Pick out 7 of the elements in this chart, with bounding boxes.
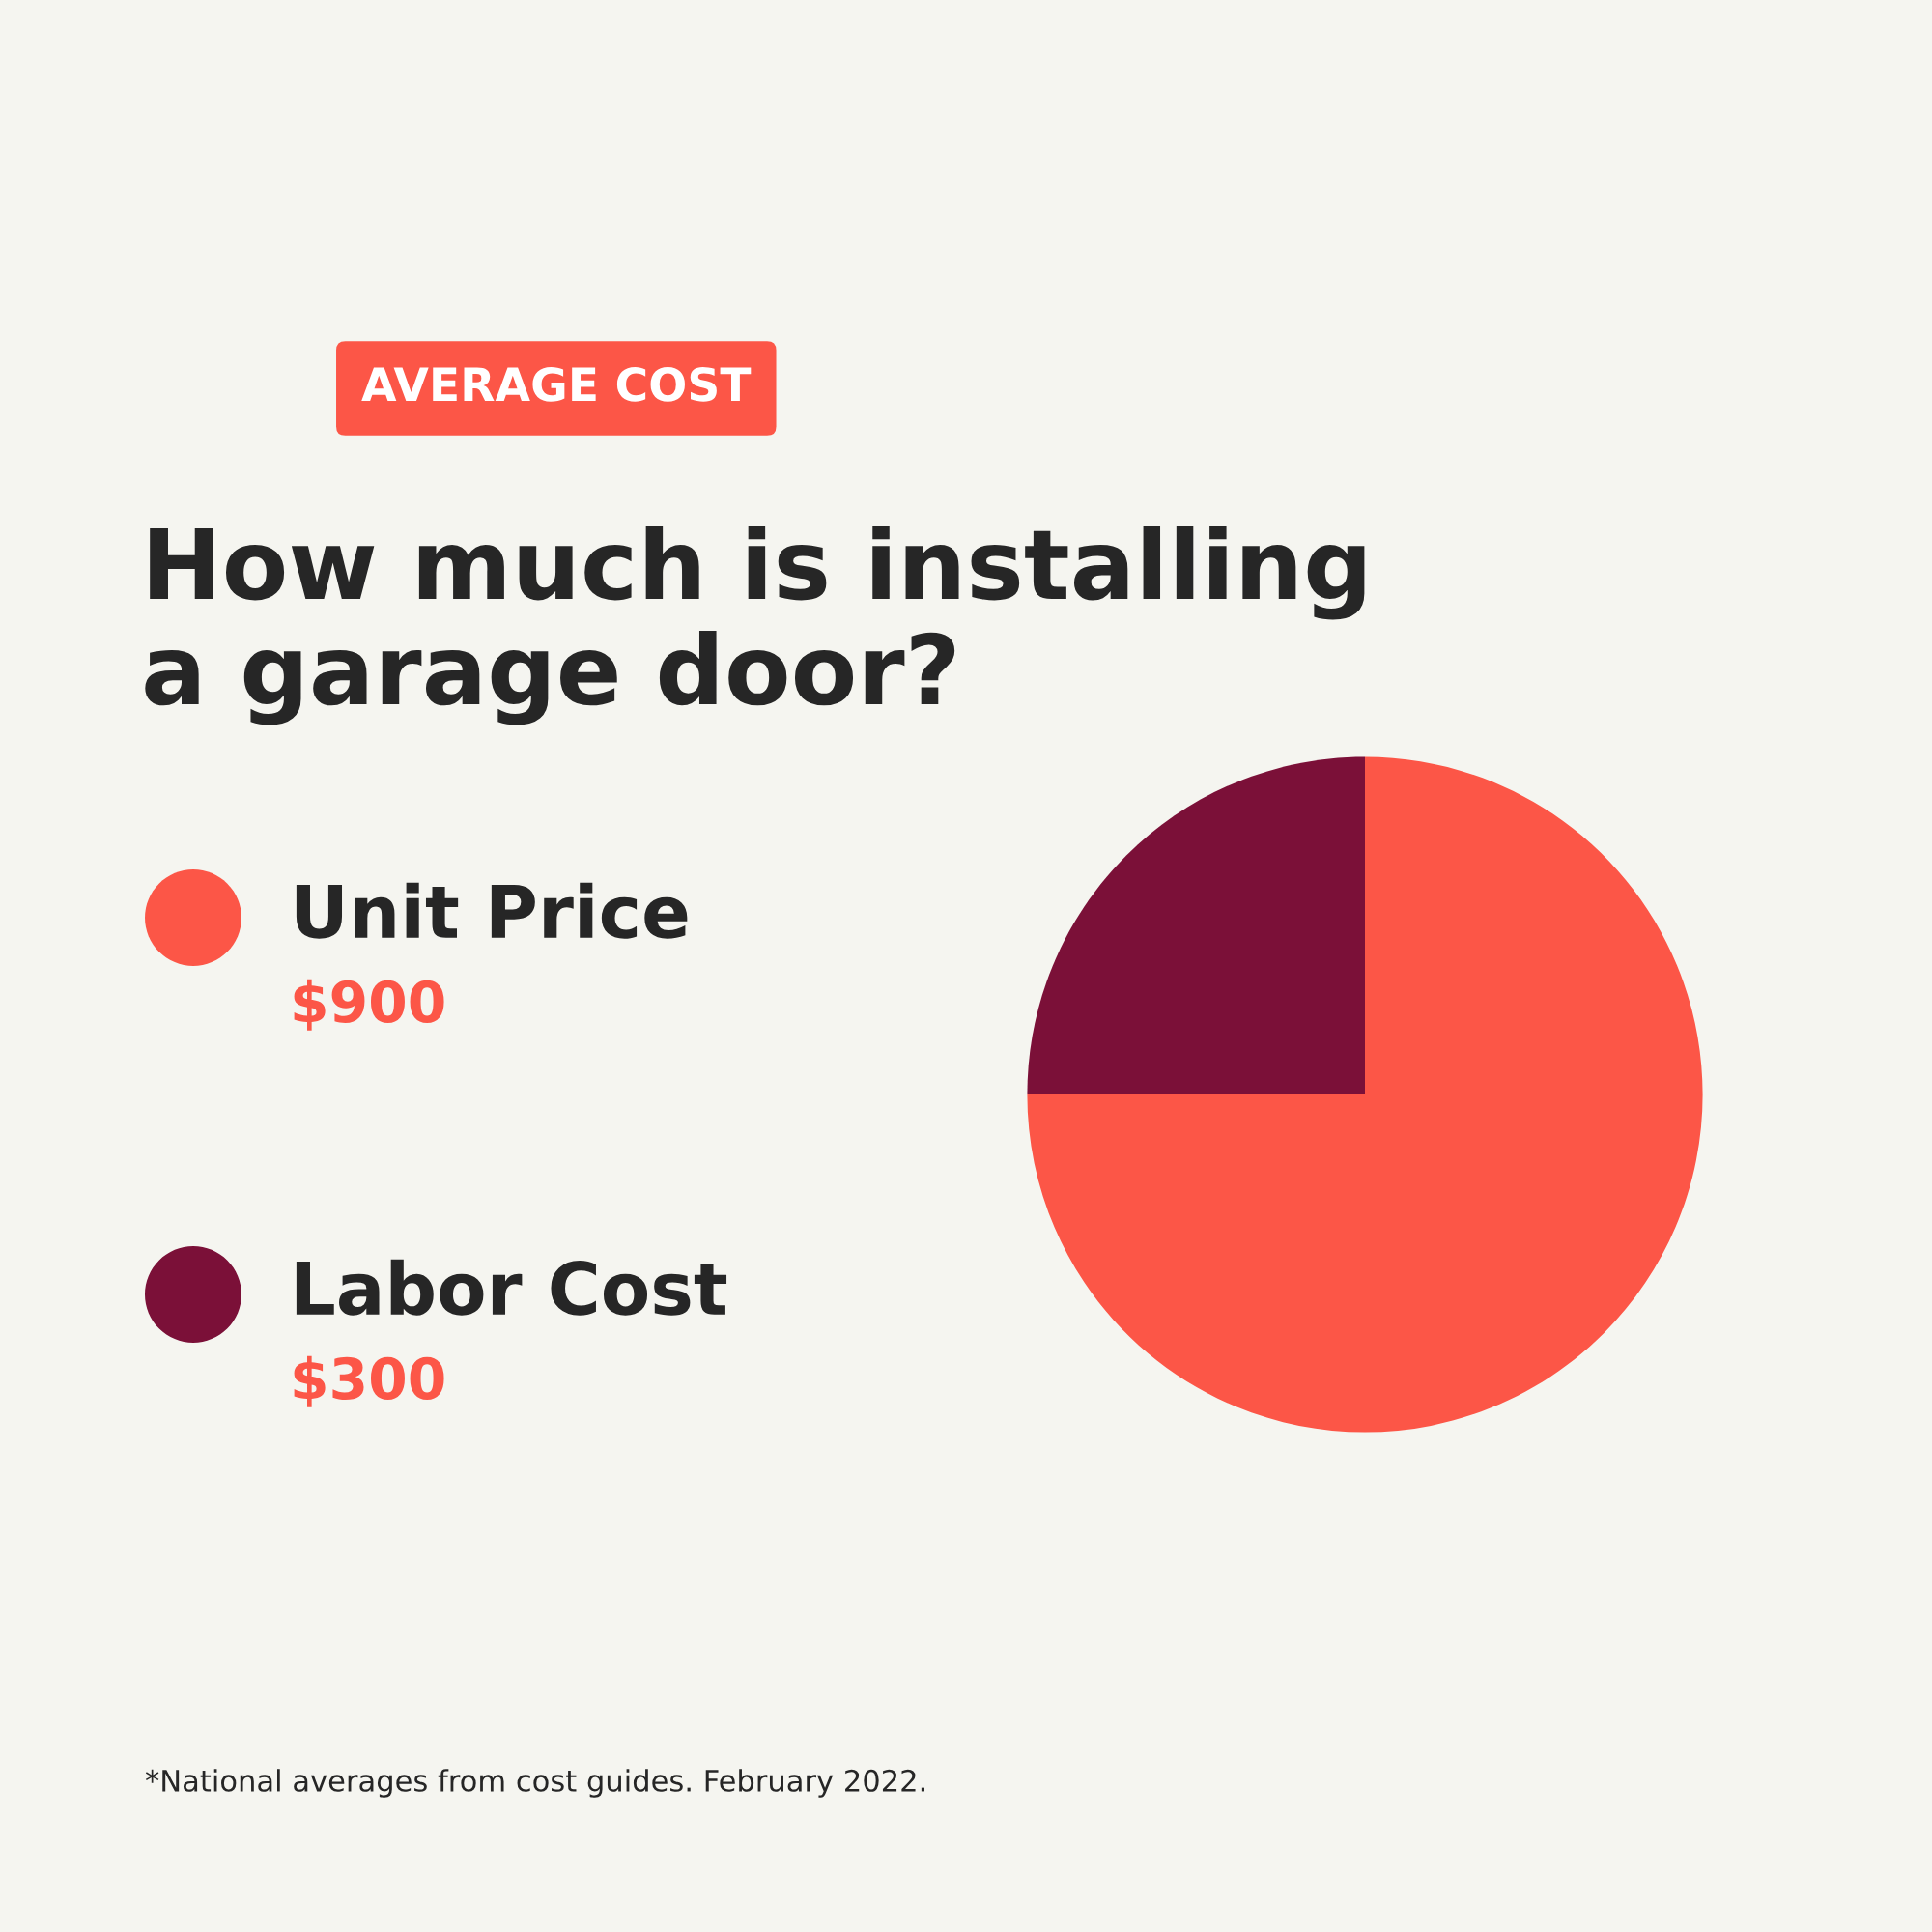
legend-label: Labor Cost	[296, 1259, 727, 1316]
data-label: $900	[294, 979, 444, 1031]
text: *National averages from cost guides. February 2022.	[145, 1769, 925, 1798]
chart-title: How much is installing a garage door?	[145, 526, 1365, 725]
data-label: $300	[294, 1355, 444, 1407]
legend-label: Unit Price	[296, 882, 688, 939]
chart-subtitle: AVERAGE COST	[361, 366, 752, 402]
